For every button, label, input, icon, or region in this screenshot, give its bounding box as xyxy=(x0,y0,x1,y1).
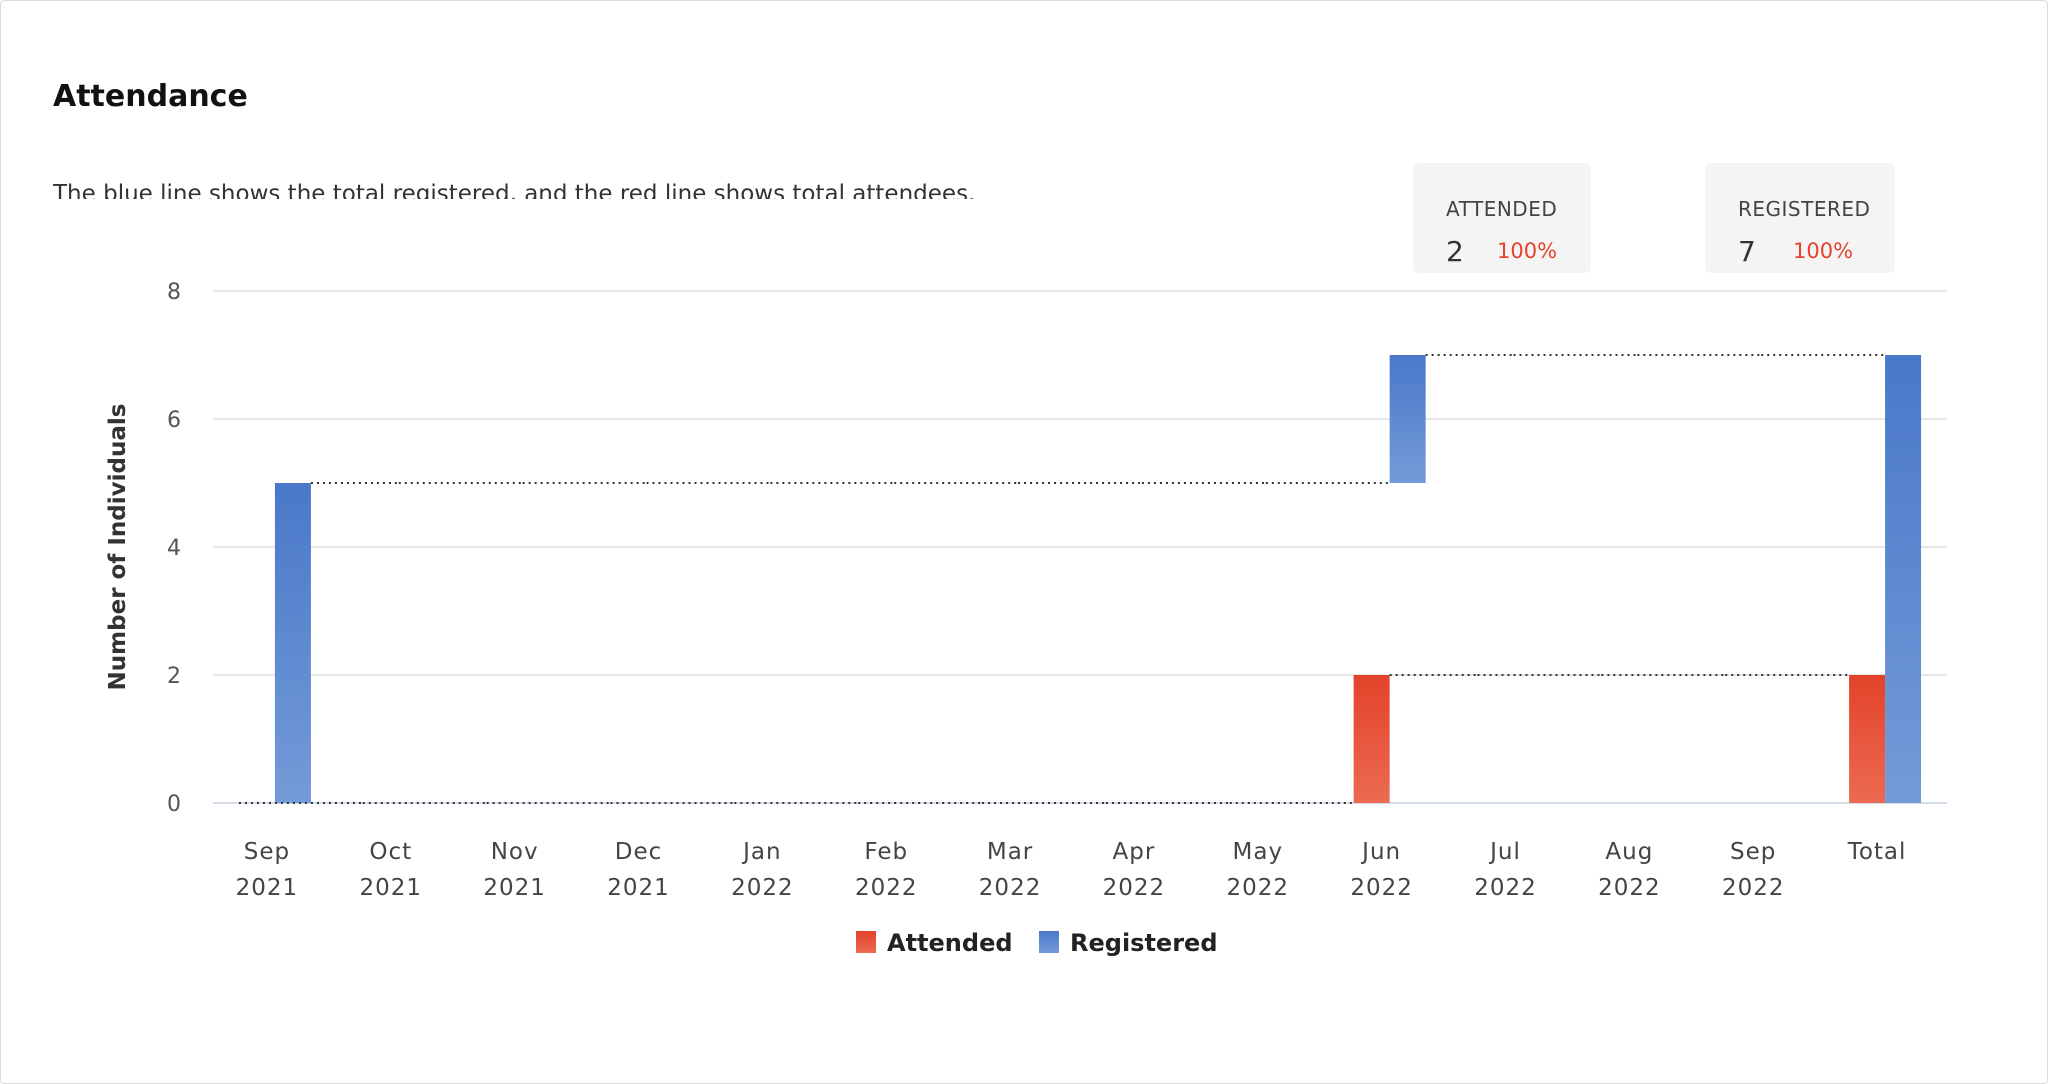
x-tick-label: Total xyxy=(1847,839,1907,865)
registered-stat-label: REGISTERED xyxy=(1738,197,1871,221)
x-tick-label: Apr xyxy=(1113,839,1156,865)
registered-stat-card: REGISTERED 7 100% xyxy=(1705,163,1895,273)
x-tick-label: Jan xyxy=(741,839,781,865)
attended-bar xyxy=(1849,675,1886,803)
attended-stat-card: ATTENDED 2 100% xyxy=(1413,163,1591,273)
attended-bar xyxy=(1353,675,1390,803)
x-tick-label: Aug xyxy=(1605,839,1653,865)
x-tick-label: Jul xyxy=(1488,839,1521,865)
x-tick-label: 2022 xyxy=(1598,875,1661,901)
x-tick-label: 2022 xyxy=(1103,875,1166,901)
x-tick-label: Dec xyxy=(615,839,663,865)
attended-stat-percent: 100% xyxy=(1497,239,1558,263)
x-tick-label: 2021 xyxy=(236,875,299,901)
x-tick-label: 2022 xyxy=(855,875,918,901)
x-tick-label: 2022 xyxy=(979,875,1042,901)
legend-registered-swatch xyxy=(1039,931,1059,953)
y-tick-label: 0 xyxy=(167,792,181,817)
x-tick-label: Feb xyxy=(864,839,908,865)
x-tick-label: Jun xyxy=(1360,839,1401,865)
registered-stat-percent: 100% xyxy=(1793,239,1854,263)
x-tick-label: May xyxy=(1233,839,1284,865)
registered-bar xyxy=(1389,355,1426,483)
x-tick-label: Sep xyxy=(1730,839,1776,865)
x-tick-label: 2022 xyxy=(1227,875,1290,901)
x-tick-label: 2021 xyxy=(483,875,546,901)
y-tick-label: 6 xyxy=(167,408,181,433)
x-tick-label: Oct xyxy=(369,839,412,865)
attended-stat-value: 2 xyxy=(1446,235,1464,268)
legend-registered-label: Registered xyxy=(1070,929,1218,957)
legend-attended-label: Attended xyxy=(887,929,1013,957)
registered-stat-value: 7 xyxy=(1738,235,1756,268)
x-tick-label: 2022 xyxy=(1474,875,1537,901)
x-tick-label: 2021 xyxy=(360,875,423,901)
y-axis-label: Number of Individuals xyxy=(105,404,131,691)
registered-bar xyxy=(1885,355,1922,803)
page-title: Attendance xyxy=(53,79,248,114)
attended-stat-label: ATTENDED xyxy=(1446,197,1558,221)
x-tick-label: Sep xyxy=(244,839,290,865)
legend-attended-swatch xyxy=(856,931,876,953)
y-tick-label: 4 xyxy=(167,536,181,561)
chart-description: The blue line shows the total registered… xyxy=(53,181,976,199)
x-tick-label: 2022 xyxy=(1350,875,1413,901)
x-tick-label: 2021 xyxy=(607,875,670,901)
x-tick-label: 2022 xyxy=(731,875,794,901)
x-tick-label: Nov xyxy=(491,839,539,865)
x-tick-label: Mar xyxy=(987,839,1033,865)
y-tick-label: 8 xyxy=(167,280,181,305)
registered-bar xyxy=(274,483,311,803)
x-tick-label: 2022 xyxy=(1722,875,1785,901)
y-tick-label: 2 xyxy=(167,664,181,689)
description-clip: The blue line shows the total registered… xyxy=(53,177,1153,199)
